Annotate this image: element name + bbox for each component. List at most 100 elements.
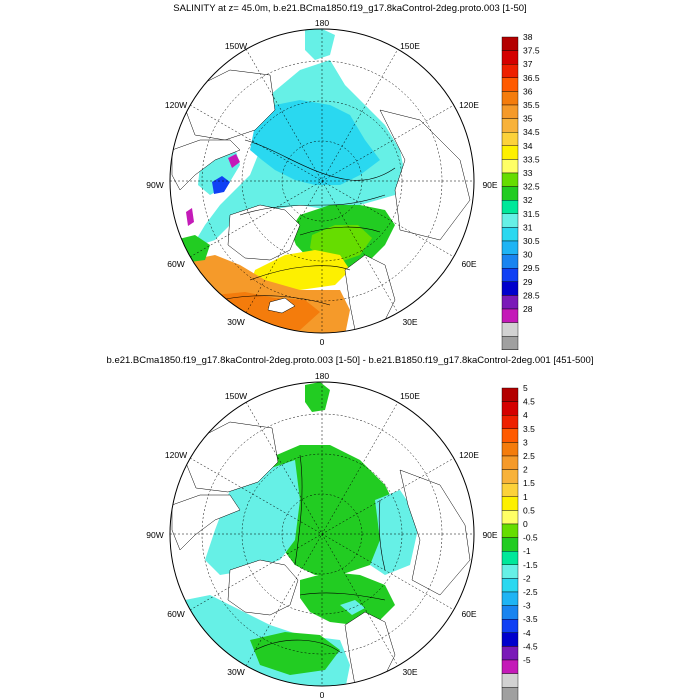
colorbar-swatch (501, 646, 519, 661)
colorbar-swatch (501, 469, 519, 484)
hudson-blue (212, 176, 230, 194)
lon-label-120e-2: 120E (459, 450, 479, 460)
colorbar-label: 29.5 (523, 263, 540, 273)
colorbar-swatch (501, 523, 519, 538)
colorbar-swatch (501, 199, 519, 214)
colorbar-label: 0.5 (523, 505, 535, 515)
colorbar-swatch (501, 564, 519, 579)
diff-small-cyan (340, 600, 365, 615)
colorbar-label: 30 (523, 250, 533, 260)
colorbar-label: 28 (523, 304, 533, 314)
colorbar-label: -3 (523, 601, 531, 611)
lon-label-30e: 30E (402, 317, 417, 327)
lon-label-90e-2: 90E (482, 530, 497, 540)
colorbar-label: 3.5 (523, 424, 535, 434)
colorbar-label: 32 (523, 195, 533, 205)
lon-label-60e: 60E (461, 259, 476, 269)
colorbar-swatch (501, 336, 519, 350)
colorbar-label: -4.5 (523, 641, 538, 651)
colorbar-label: 5 (523, 383, 528, 393)
bering-strait (305, 29, 335, 60)
colorbar-swatch (501, 172, 519, 187)
colorbar-swatch (501, 687, 519, 700)
hudson-purple (228, 154, 240, 168)
lon-label-90e: 90E (482, 180, 497, 190)
colorbar-swatch (501, 619, 519, 634)
colorbar-label: 35.5 (523, 100, 540, 110)
colorbar-swatch (501, 428, 519, 443)
colorbar-swatch (501, 537, 519, 552)
colorbar-label: 36.5 (523, 73, 540, 83)
lon-label-60w-2: 60W (167, 609, 184, 619)
siberia-land (379, 109, 471, 241)
siberia-land-2 (399, 469, 471, 596)
colorbar-swatch (501, 605, 519, 620)
colorbar-label: 4.5 (523, 397, 535, 407)
diff-canadian-cyan (205, 460, 300, 575)
colorbar-swatch (501, 550, 519, 565)
colorbar-swatch (501, 159, 519, 174)
panel1-map: 180 0 90W 90E 150W 120W 150E 120E 60W 30… (146, 18, 540, 350)
colorbar-swatch (501, 268, 519, 283)
panel2-colorbar: 5 4.5 4 3.5 3 2.5 2 1.5 1 0.5 0 -0.5 -1 -1.5 -2 -2.5 -3 -… (501, 383, 538, 700)
colorbar-swatch (501, 36, 519, 51)
colorbar-label: 34 (523, 141, 533, 151)
lon-label-120w: 120W (165, 100, 187, 110)
colorbar-label: -0.5 (523, 533, 538, 543)
colorbar-swatch (501, 91, 519, 106)
colorbar-swatch (501, 104, 519, 119)
lon-label-90w: 90W (146, 180, 163, 190)
colorbar-label: 38 (523, 32, 533, 42)
iceland-land (267, 297, 296, 314)
colorbar-label: 0 (523, 519, 528, 529)
colorbar-swatch (501, 659, 519, 674)
colorbar-swatch (501, 455, 519, 470)
colorbar-label: 37.5 (523, 46, 540, 56)
colorbar-swatch (501, 322, 519, 337)
colorbar-swatch (501, 308, 519, 323)
colorbar-label: 4 (523, 410, 528, 420)
lon-label-150e: 150E (400, 41, 420, 51)
colorbar-swatch (501, 240, 519, 255)
alaska-land-2 (179, 421, 279, 493)
colorbar-swatch (501, 50, 519, 65)
colorbar-label: 36 (523, 86, 533, 96)
colorbar-swatch (501, 63, 519, 78)
alaska-land (179, 69, 276, 141)
lon-label-0: 0 (320, 337, 325, 347)
colorbar-label: -4 (523, 628, 531, 638)
lon-label-180-2: 180 (315, 371, 329, 381)
diff-barents-green (300, 572, 395, 625)
labrador-purple (186, 208, 194, 226)
colorbar-swatch (501, 578, 519, 593)
colorbar-label: 3 (523, 437, 528, 447)
diff-siberian-cyan (370, 490, 420, 575)
lon-label-90w-2: 90W (146, 530, 163, 540)
colorbar-label: 35 (523, 114, 533, 124)
colorbar-swatch (501, 632, 519, 647)
lon-label-150w-2: 150W (225, 391, 247, 401)
colorbar-label: 37 (523, 59, 533, 69)
colorbar-label: 2.5 (523, 451, 535, 461)
diff-atlantic-green (250, 632, 340, 675)
colorbar-label: 28.5 (523, 290, 540, 300)
colorbar-swatch (501, 401, 519, 416)
scandinavia-land-2 (344, 611, 396, 686)
colorbar-swatch (501, 227, 519, 242)
lon-label-0-2: 0 (320, 690, 325, 700)
lon-label-180: 180 (315, 18, 329, 28)
colorbar-label: -2.5 (523, 587, 538, 597)
panel1-colorbar: 38 37.5 37 36.5 36 35.5 35 34.5 34 33.5 33 32.5 32 31… (501, 32, 540, 350)
scandinavia-land (344, 254, 396, 331)
panel1-title: SALINITY at z= 45.0m, b.e21.BCma1850.f19… (173, 3, 527, 14)
colorbar-swatch (501, 118, 519, 133)
diff-bering (305, 382, 330, 412)
colorbar-swatch (501, 281, 519, 296)
colorbar-swatch (501, 213, 519, 228)
arctic-ocean-blue (250, 100, 380, 185)
colorbar-label: 33 (523, 168, 533, 178)
colorbar-label: -2 (523, 573, 531, 583)
colorbar-label: 31.5 (523, 209, 540, 219)
colorbar-swatch (501, 295, 519, 310)
colorbar-swatch (501, 482, 519, 497)
